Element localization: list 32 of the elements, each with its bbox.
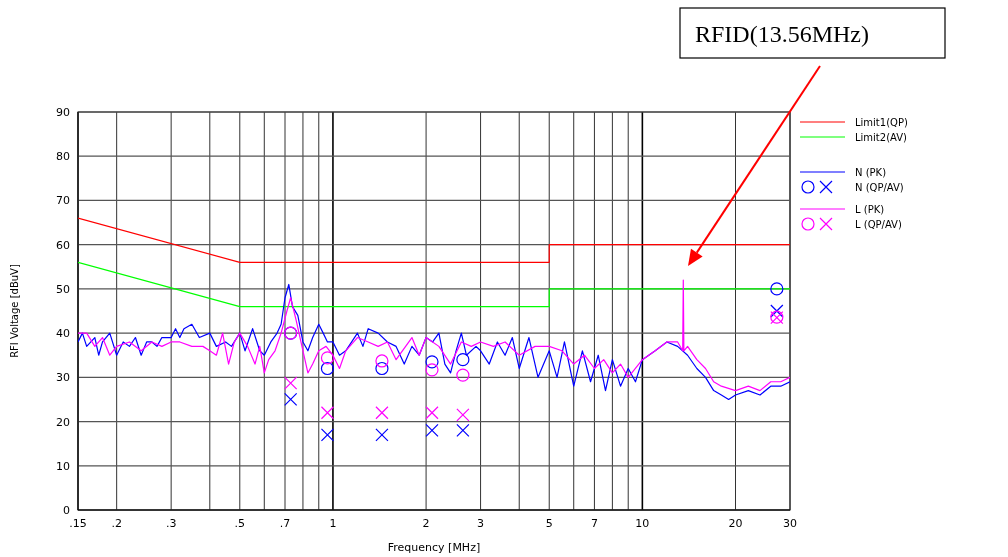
y-tick-label: 80 xyxy=(56,150,70,164)
x-tick-label: .15 xyxy=(69,517,87,530)
x-tick-label: 3 xyxy=(477,517,485,530)
x-tick-label: 7 xyxy=(590,517,598,530)
y-tick-label: 70 xyxy=(56,194,70,208)
x-axis-title: Frequency [MHz] xyxy=(387,541,481,554)
x-tick-label: 2 xyxy=(422,517,430,530)
y-tick-label: 20 xyxy=(56,415,70,429)
x-tick-label: 5 xyxy=(545,517,553,530)
legend-label: L (QP/AV) xyxy=(855,219,902,230)
legend-label: N (PK) xyxy=(855,167,887,178)
x-tick-label: .2 xyxy=(111,517,122,530)
x-tick-label: .5 xyxy=(234,517,246,530)
y-tick-label: 0 xyxy=(63,504,70,517)
x-tick-label: 10 xyxy=(635,517,650,530)
text: RFID(13.56MHz) xyxy=(695,21,869,47)
y-tick-label: 30 xyxy=(56,371,70,385)
x-tick-label: .3 xyxy=(165,517,177,530)
x-tick-label: .7 xyxy=(279,517,291,530)
y-tick-label: 40 xyxy=(56,327,70,341)
y-axis-title: RFI Voltage [dBuV] xyxy=(9,264,20,358)
legend-label: Limit2(AV) xyxy=(855,132,908,143)
y-tick-label: 90 xyxy=(56,106,70,119)
x-tick-label: 1 xyxy=(329,517,337,530)
legend-label: L (PK) xyxy=(855,204,885,215)
y-tick-label: 10 xyxy=(56,459,70,473)
x-tick-label: 20 xyxy=(728,517,743,530)
legend-label: Limit1(QP) xyxy=(855,117,908,128)
legend-label: N (QP/AV) xyxy=(855,182,904,193)
x-tick-label: 30 xyxy=(783,517,797,530)
y-tick-label: 50 xyxy=(56,282,70,296)
y-tick-label: 60 xyxy=(56,238,70,252)
